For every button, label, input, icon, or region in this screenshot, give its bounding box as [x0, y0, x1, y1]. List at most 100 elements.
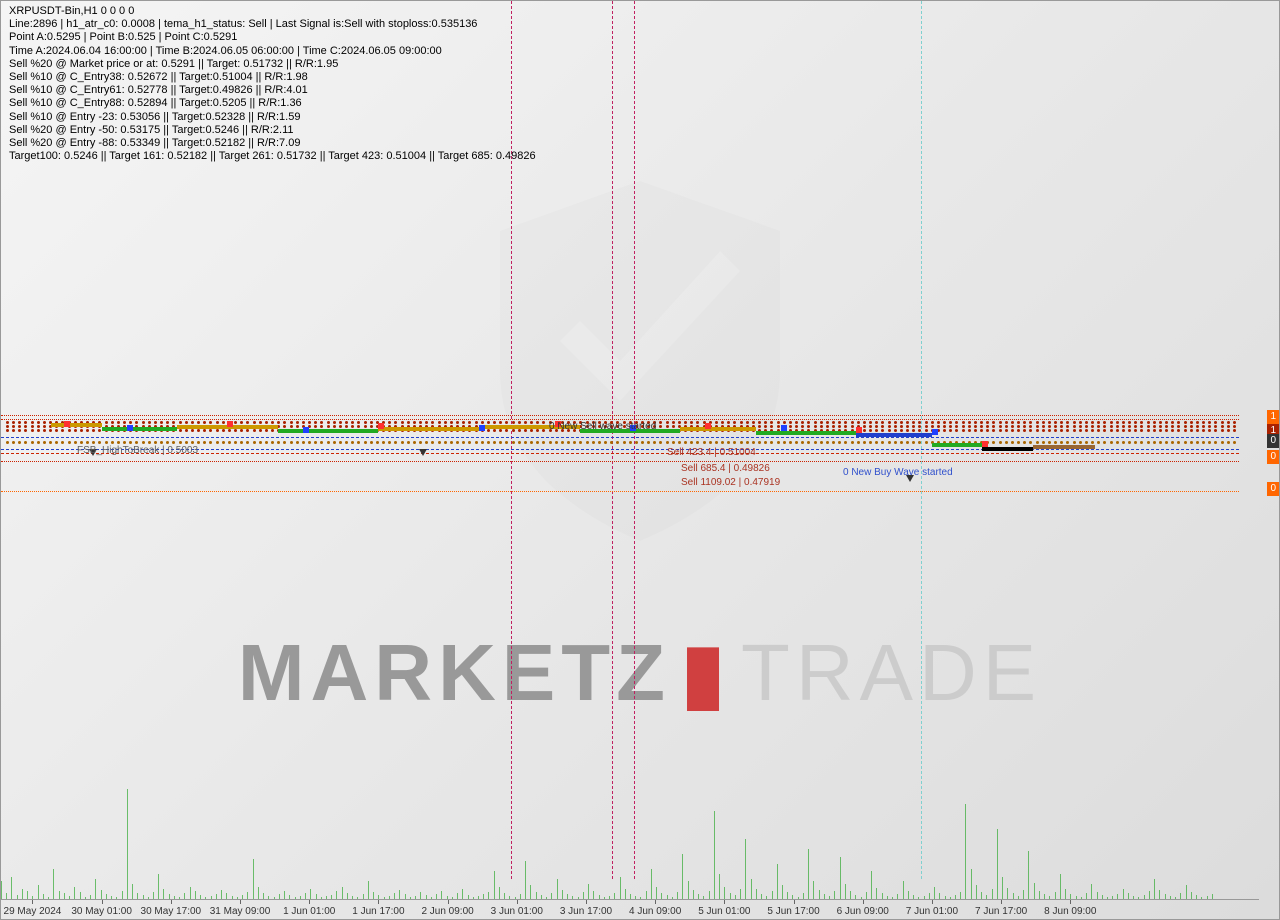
price-marker: 0 — [1267, 450, 1279, 464]
volume-bar — [90, 895, 91, 899]
volume-bar — [541, 895, 542, 899]
volume-bar — [200, 895, 201, 899]
volume-bar — [1196, 895, 1197, 899]
volume-bar — [1013, 893, 1014, 899]
volume-bar — [693, 890, 694, 899]
volume-panel — [1, 769, 1259, 899]
volume-bar — [714, 811, 715, 899]
volume-bar — [661, 893, 662, 899]
volume-bar — [32, 896, 33, 899]
volume-bar — [1170, 896, 1171, 899]
volume-bar — [158, 874, 159, 899]
volume-bar — [918, 897, 919, 899]
volume-bar — [1180, 893, 1181, 899]
marker-square — [705, 423, 711, 429]
volume-bar — [913, 895, 914, 899]
volume-bar — [766, 896, 767, 899]
watermark-logo-icon — [430, 141, 850, 566]
volume-bar — [289, 895, 290, 899]
volume-bar — [274, 897, 275, 899]
volume-bar — [399, 890, 400, 899]
volume-bar — [106, 894, 107, 899]
volume-bar — [677, 892, 678, 899]
x-axis-tick: 1 Jun 17:00 — [352, 906, 404, 917]
horizontal-line — [1, 415, 1239, 416]
volume-bar — [625, 889, 626, 899]
volume-bar — [1049, 896, 1050, 899]
volume-bar — [1165, 894, 1166, 899]
volume-bar — [436, 894, 437, 899]
info-line: Sell %20 @ Market price or at: 0.5291 ||… — [9, 58, 536, 71]
volume-bar — [997, 829, 998, 899]
volume-bar — [378, 895, 379, 899]
volume-bar — [761, 894, 762, 899]
volume-bar — [934, 887, 935, 899]
volume-bar — [295, 897, 296, 899]
watermark-light: TRADE — [741, 628, 1042, 717]
volume-bar — [232, 896, 233, 899]
volume-bar — [101, 890, 102, 899]
volume-bar — [368, 881, 369, 899]
volume-bar — [1044, 894, 1045, 899]
volume-bar — [85, 897, 86, 899]
x-axis-tick: 30 May 17:00 — [141, 906, 202, 917]
volume-bar — [709, 891, 710, 899]
price-marker: 0 — [1267, 434, 1279, 448]
volume-bar — [405, 894, 406, 899]
vertical-line — [612, 1, 613, 879]
volume-bar — [525, 861, 526, 899]
volume-bar — [1, 881, 2, 899]
volume-bar — [279, 894, 280, 899]
price-segment — [102, 427, 177, 431]
price-segment — [756, 431, 857, 435]
horizontal-line — [1, 461, 1239, 462]
volume-bar — [829, 896, 830, 899]
volume-bar — [1112, 896, 1113, 899]
volume-bar — [179, 897, 180, 899]
volume-bar — [562, 890, 563, 899]
volume-bar — [1159, 890, 1160, 899]
volume-bar — [845, 884, 846, 899]
volume-bar — [258, 887, 259, 899]
volume-bar — [494, 871, 495, 899]
volume-bar — [1065, 889, 1066, 899]
volume-bar — [17, 895, 18, 899]
volume-bar — [976, 885, 977, 899]
volume-bar — [195, 891, 196, 899]
volume-bar — [1086, 893, 1087, 899]
volume-bar — [468, 895, 469, 899]
volume-bar — [876, 888, 877, 899]
volume-bar — [614, 893, 615, 899]
volume-bar — [1060, 874, 1061, 899]
volume-bar — [897, 894, 898, 899]
volume-bar — [630, 894, 631, 899]
volume-bar — [583, 892, 584, 899]
volume-bar — [1154, 879, 1155, 899]
volume-bar — [992, 889, 993, 899]
vertical-line — [921, 1, 922, 879]
price-segment — [932, 443, 982, 447]
x-axis-tick: 30 May 01:00 — [71, 906, 132, 917]
volume-bar — [819, 890, 820, 899]
volume-bar — [1212, 894, 1213, 899]
volume-bar — [756, 889, 757, 899]
marker-square — [227, 421, 233, 427]
volume-bar — [824, 894, 825, 899]
volume-bar — [310, 889, 311, 899]
volume-bar — [457, 893, 458, 899]
horizontal-line — [1, 437, 1239, 438]
volume-bar — [6, 893, 7, 899]
volume-bar — [184, 893, 185, 899]
volume-bar — [352, 896, 353, 899]
volume-bar — [751, 879, 752, 899]
info-line: Sell %10 @ C_Entry38: 0.52672 || Target:… — [9, 71, 536, 84]
volume-bar — [74, 887, 75, 899]
marker-square — [127, 425, 133, 431]
volume-bar — [724, 887, 725, 899]
volume-bar — [415, 896, 416, 899]
volume-bar — [190, 887, 191, 899]
volume-bar — [965, 804, 966, 899]
volume-bar — [808, 849, 809, 899]
horizontal-line — [1, 491, 1239, 492]
volume-bar — [426, 895, 427, 899]
